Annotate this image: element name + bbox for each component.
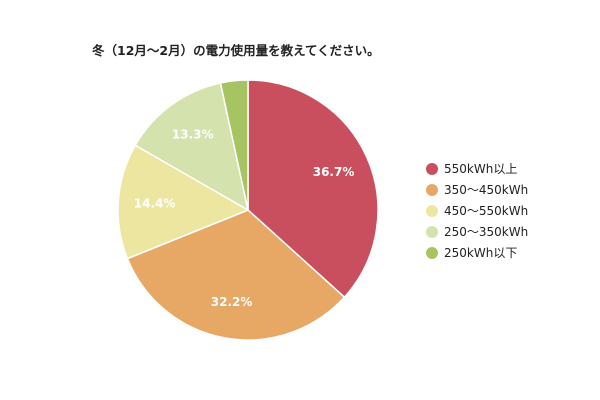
pie-slice-5 (219, 79, 249, 211)
chart-title: 冬（12月～2月）の電力使用量を教えてください。 (92, 43, 380, 58)
pie-label-4: 13.3% (172, 127, 214, 141)
pie-label-2: 32.2% (211, 295, 253, 309)
legend-swatch (426, 225, 438, 238)
legend-item-1: 550kWh以上 (426, 158, 528, 179)
legend-label: 450～550kWh (444, 204, 529, 218)
legend-label: 250kWh以下 (444, 246, 518, 260)
legend-swatch (426, 162, 438, 175)
pie-slices (117, 79, 379, 341)
pie-label-1: 36.7% (313, 165, 355, 179)
legend-item-4: 250～350kWh (426, 221, 528, 242)
pie-labels: 36.7% 32.2% 14.4% 13.3% (134, 127, 355, 309)
legend-label: 550kWh以上 (444, 162, 518, 176)
legend: 550kWh以上 350～450kWh 450～550kWh 250～350kWh 25… (426, 158, 528, 263)
legend-item-3: 450～550kWh (426, 200, 528, 221)
legend-item-5: 250kWh以下 (426, 242, 528, 263)
legend-label: 350～450kWh (444, 183, 529, 197)
pie-slice-2 (126, 209, 346, 341)
legend-swatch (426, 183, 438, 196)
legend-label: 250～350kWh (444, 225, 529, 239)
legend-swatch (426, 204, 438, 217)
legend-swatch (426, 246, 438, 259)
legend-item-2: 350～450kWh (426, 179, 528, 200)
pie-slice-3 (117, 144, 250, 260)
pie-label-3: 14.4% (134, 197, 176, 211)
pie-slice-1 (247, 79, 379, 299)
pie-slice-4 (134, 82, 250, 212)
